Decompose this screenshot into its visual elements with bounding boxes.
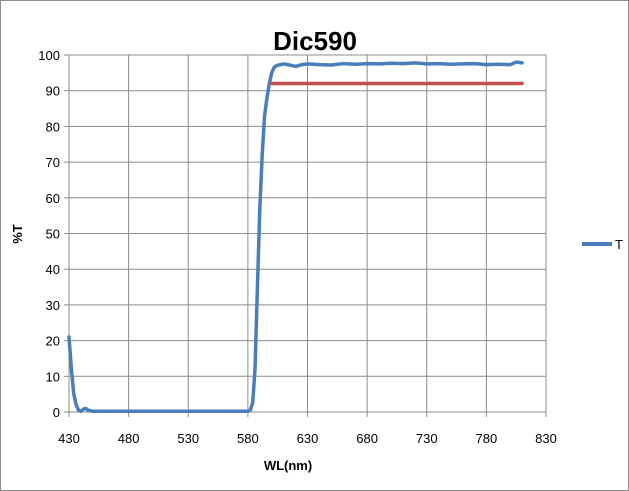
legend-label-t: T [615, 237, 623, 252]
x-tick-label: 480 [118, 431, 140, 446]
x-axis-label: WL(nm) [264, 458, 312, 473]
x-tick-label: 530 [177, 431, 199, 446]
y-tick-label: 80 [46, 119, 60, 134]
y-tick-label: 100 [38, 48, 60, 63]
y-tick-label: 50 [46, 227, 60, 242]
x-tick-label: 830 [535, 431, 557, 446]
grid-lines [68, 54, 547, 413]
y-tick-label: 0 [53, 405, 60, 420]
x-tick-label: 580 [237, 431, 259, 446]
y-tick-label: 40 [46, 262, 60, 277]
series-line-t [67, 60, 524, 414]
x-axis-ticks: 430 480 530 580 630 680 730 780 830 [58, 412, 557, 446]
y-axis-label: %T [10, 224, 25, 244]
legend: T [582, 237, 623, 252]
x-tick-label: 630 [297, 431, 319, 446]
x-tick-label: 780 [476, 431, 498, 446]
y-tick-label: 20 [46, 334, 60, 349]
y-axis-ticks: 0 10 20 30 40 50 60 70 80 90 100 [38, 48, 69, 420]
y-tick-label: 10 [46, 369, 60, 384]
x-tick-label: 430 [58, 431, 80, 446]
y-tick-label: 90 [46, 84, 60, 99]
x-tick-label: 730 [416, 431, 438, 446]
y-tick-label: 70 [46, 155, 60, 170]
y-tick-label: 60 [46, 191, 60, 206]
chart-title: Dic590 [273, 26, 357, 56]
y-tick-label: 30 [46, 298, 60, 313]
series-group [67, 60, 524, 414]
x-tick-label: 680 [356, 431, 378, 446]
